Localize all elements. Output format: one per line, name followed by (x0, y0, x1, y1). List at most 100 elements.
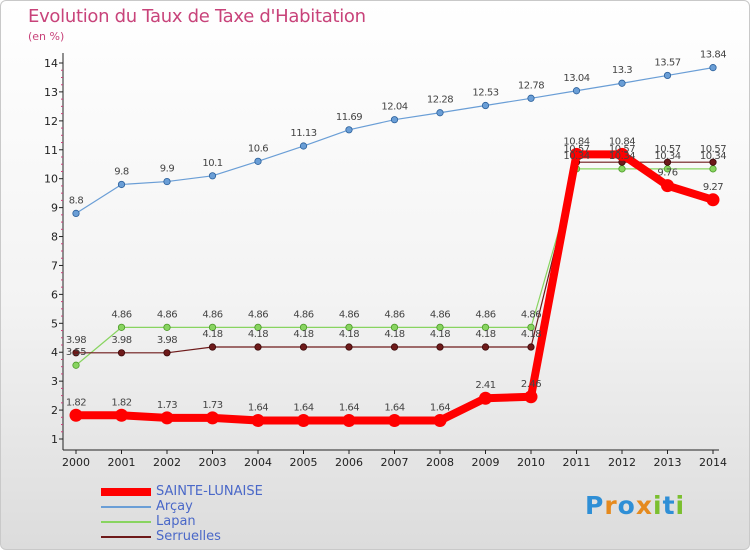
data-point (163, 349, 171, 357)
legend-item: Serruelles (101, 530, 341, 545)
data-label: 1.64 (339, 402, 359, 413)
data-point (163, 177, 171, 186)
data-label: 3.55 (66, 347, 86, 358)
data-label: 11.69 (336, 112, 362, 123)
logo-letter: t (662, 491, 676, 520)
data-label: 4.18 (248, 329, 268, 340)
data-point (481, 101, 490, 110)
data-label: 10.84 (609, 136, 635, 147)
data-point (345, 323, 353, 331)
x-tick-label: 2013 (654, 456, 682, 469)
x-tick-label: 2002 (153, 456, 181, 469)
data-label: 3.98 (66, 335, 86, 346)
data-point (254, 323, 262, 331)
x-tick-label: 2003 (199, 456, 227, 469)
data-point (342, 413, 356, 427)
x-tick-label: 2006 (335, 456, 363, 469)
x-tick-label: 2000 (62, 456, 90, 469)
x-tick-label: 2011 (563, 456, 591, 469)
logo-letter: o (617, 491, 636, 520)
data-label: 13.3 (612, 65, 632, 76)
logo-letter: P (585, 491, 605, 520)
data-point (481, 323, 490, 331)
series-layer (69, 64, 720, 427)
data-label: 4.86 (202, 309, 222, 320)
y-tick-label: 9 (51, 202, 58, 215)
data-point (72, 349, 80, 357)
data-label: 1.82 (111, 397, 131, 408)
data-label: 9.9 (160, 164, 175, 175)
data-point (570, 147, 583, 161)
data-point (709, 64, 717, 72)
data-point (706, 193, 720, 207)
data-point (661, 179, 674, 193)
data-label: 12.78 (518, 80, 544, 91)
data-label: 4.86 (475, 309, 495, 320)
x-tick-label: 2014 (699, 456, 727, 469)
data-label: 2.46 (521, 379, 541, 390)
legend-label: Lapan (156, 514, 196, 529)
data-label: 4.18 (521, 329, 541, 340)
data-point (479, 391, 492, 405)
legend-label: Serruelles (156, 529, 221, 544)
legend-swatch (101, 506, 151, 508)
legend-label: SAINTE-LUNAISE (156, 484, 263, 499)
data-point (572, 87, 581, 95)
data-label: 3.98 (157, 335, 177, 346)
data-label: 10.1 (202, 158, 222, 169)
data-label: 1.64 (293, 402, 313, 413)
data-label: 10.34 (700, 151, 726, 162)
data-label: 4.86 (111, 309, 131, 320)
data-point (527, 94, 535, 102)
data-label: 13.84 (700, 50, 726, 61)
y-tick-label: 1 (51, 433, 58, 446)
data-point (436, 109, 444, 117)
x-tick-label: 2004 (244, 456, 272, 469)
data-point (390, 116, 399, 124)
legend-swatch (101, 521, 151, 523)
data-point (436, 343, 444, 351)
x-tick-label: 2008 (426, 456, 454, 469)
data-point (72, 361, 80, 369)
data-label: 9.76 (657, 168, 677, 179)
data-point (160, 411, 174, 425)
data-label: 4.86 (293, 309, 313, 320)
data-point (390, 323, 399, 331)
data-point (115, 408, 128, 422)
data-label: 4.86 (157, 309, 177, 320)
data-point (69, 408, 83, 422)
legend: SAINTE-LUNAISE Arçay Lapan Serruelles (101, 485, 341, 545)
x-tick-label: 2012 (608, 456, 636, 469)
data-label: 10.84 (563, 136, 589, 147)
data-point (390, 343, 399, 351)
data-label: 10.57 (609, 144, 635, 155)
data-point (709, 165, 717, 173)
legend-item: Arçay (101, 500, 341, 515)
data-label: 10.34 (609, 151, 635, 162)
legend-swatch (101, 536, 151, 538)
data-label: 4.18 (293, 329, 313, 340)
y-tick-label: 14 (44, 57, 58, 70)
data-label: 3.98 (111, 335, 131, 346)
y-tick-label: 10 (44, 173, 58, 186)
data-point (206, 411, 219, 425)
data-point (117, 180, 126, 189)
x-tick-label: 2009 (472, 456, 500, 469)
x-tick-label: 2005 (290, 456, 318, 469)
data-point (251, 413, 265, 427)
y-tick-label: 8 (51, 231, 58, 244)
data-label: 4.86 (521, 309, 541, 320)
data-point (208, 323, 217, 331)
logo-letter: x (635, 491, 653, 520)
data-label: 4.86 (339, 309, 359, 320)
data-label: 12.53 (472, 88, 498, 99)
logo-letter: i (653, 491, 663, 520)
data-point (299, 343, 308, 351)
data-point (709, 158, 717, 166)
data-label: 2.41 (475, 380, 495, 391)
legend-swatch (101, 488, 151, 496)
data-point (208, 172, 217, 180)
data-point (524, 390, 538, 404)
